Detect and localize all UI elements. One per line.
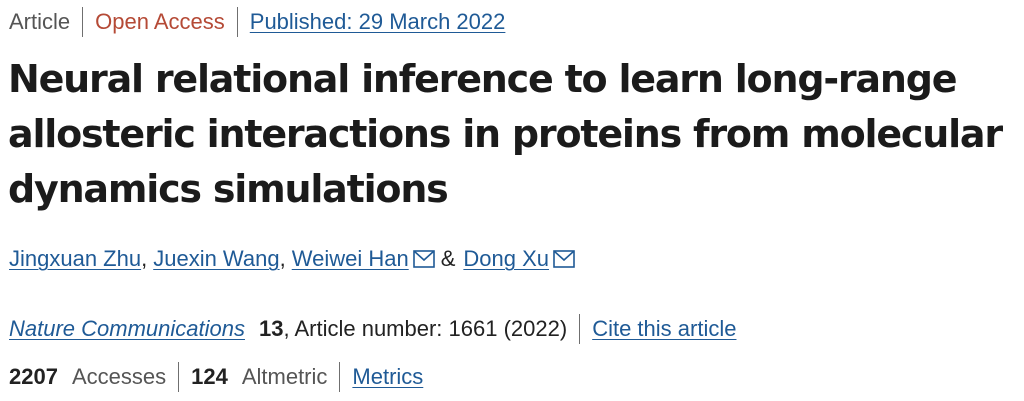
altmetric-count: 124: [191, 364, 228, 389]
open-access-badge: Open Access: [95, 9, 225, 34]
author-link[interactable]: Dong Xu: [463, 246, 550, 271]
article-number: , Article number: 1661 (2022): [283, 316, 568, 341]
divider: [178, 362, 180, 392]
accesses-label: Accesses: [71, 364, 167, 389]
journal-volume: 13: [258, 316, 284, 341]
author-link[interactable]: Weiwei Han: [291, 246, 409, 271]
divider: [82, 7, 84, 37]
metrics-link[interactable]: Metrics: [352, 364, 424, 389]
author-conjunction: &: [440, 246, 456, 271]
journal-link[interactable]: Nature Communications: [9, 316, 245, 341]
citation-row: Nature Communications 13 , Article numbe…: [9, 312, 736, 346]
divider: [339, 362, 341, 392]
author-link[interactable]: Jingxuan Zhu: [9, 246, 142, 271]
article-type: Article: [9, 9, 71, 34]
divider: [236, 7, 238, 37]
published-date-link[interactable]: Published: 29 March 2022: [249, 9, 506, 34]
author-separator: ,: [279, 246, 286, 271]
article-title: Neural relational inference to learn lon…: [8, 57, 1003, 211]
author-separator: ,: [141, 246, 148, 271]
accesses-count: 2207: [9, 364, 58, 389]
metrics-row: 2207 Accesses 124 Altmetric Metrics: [9, 360, 423, 394]
author-list: Jingxuan Zhu , Juexin Wang , Weiwei Han …: [9, 242, 575, 276]
divider: [579, 314, 581, 344]
article-meta: Article Open Access Published: 29 March …: [9, 6, 505, 38]
envelope-icon[interactable]: [553, 244, 575, 268]
altmetric-label: Altmetric: [241, 364, 328, 389]
cite-article-link[interactable]: Cite this article: [592, 316, 737, 341]
author-link[interactable]: Juexin Wang: [153, 246, 280, 271]
envelope-icon[interactable]: [412, 244, 435, 268]
